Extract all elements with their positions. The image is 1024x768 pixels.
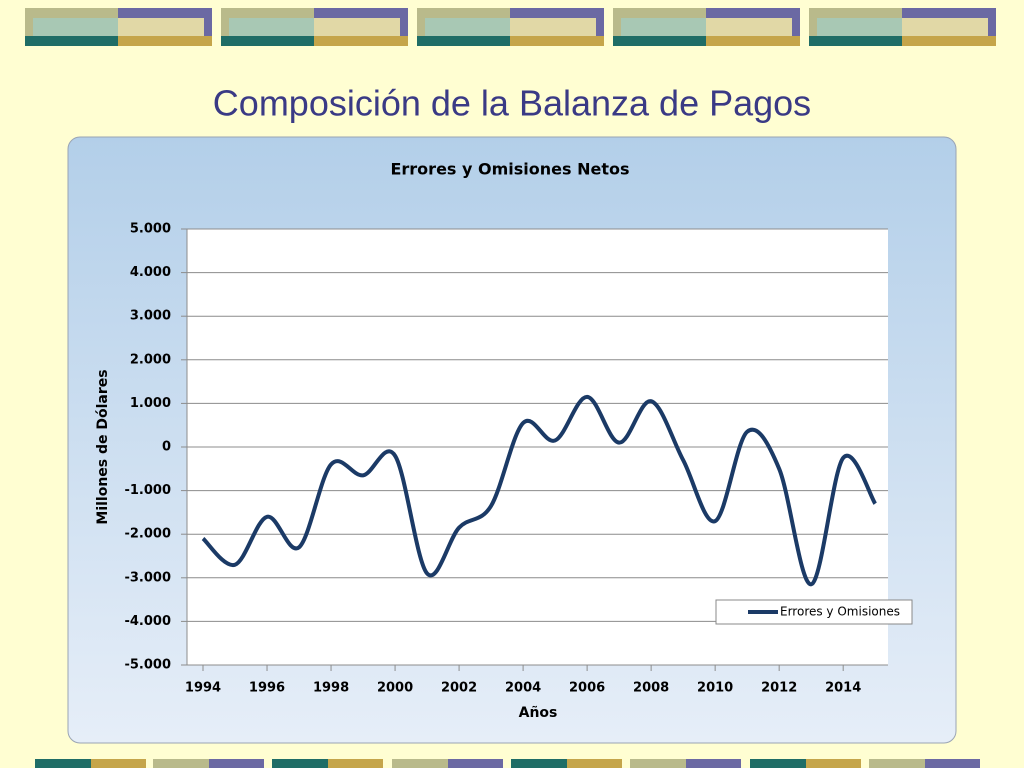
deco-block bbox=[809, 36, 902, 46]
y-axis-label: Millones de Dólares bbox=[95, 369, 111, 524]
y-tick-label: 5.000 bbox=[130, 222, 171, 237]
x-tick-label: 2000 bbox=[377, 681, 413, 696]
x-tick-label: 2004 bbox=[505, 681, 541, 696]
plot bbox=[201, 394, 877, 587]
deco-block bbox=[392, 759, 448, 768]
legend-label: Errores y Omisiones bbox=[780, 605, 900, 619]
deco-block bbox=[510, 36, 604, 46]
x-tick-label: 2014 bbox=[825, 681, 861, 696]
deco-block bbox=[314, 18, 400, 36]
deco-block bbox=[902, 18, 988, 36]
x-axis-label: Años bbox=[519, 705, 558, 721]
deco-block bbox=[510, 18, 596, 36]
deco-block bbox=[221, 36, 314, 46]
y-tick-label: 4.000 bbox=[130, 265, 171, 280]
deco-block bbox=[91, 759, 146, 768]
slide-title: Composición de la Balanza de Pagos bbox=[213, 83, 811, 124]
y-tick-label: -3.000 bbox=[124, 570, 171, 585]
y-tick-label: -4.000 bbox=[124, 614, 171, 629]
deco-block bbox=[706, 36, 800, 46]
y-tick-label: 0 bbox=[162, 440, 171, 455]
deco-block bbox=[328, 759, 383, 768]
x-tick-label: 1994 bbox=[185, 681, 221, 696]
deco-block bbox=[209, 759, 264, 768]
deco-block bbox=[35, 759, 91, 768]
deco-block bbox=[817, 18, 902, 36]
deco-block bbox=[118, 18, 204, 36]
x-tick-label: 2006 bbox=[569, 681, 605, 696]
deco-block bbox=[686, 759, 741, 768]
deco-block bbox=[902, 36, 996, 46]
deco-block bbox=[25, 36, 118, 46]
deco-block bbox=[630, 759, 686, 768]
grid: -5.000 -4.000 -3.000 -2.000 -1.000 0 1.000 2.00… bbox=[124, 222, 888, 696]
y-tick-label: -5.000 bbox=[124, 658, 171, 673]
deco-block bbox=[33, 18, 118, 36]
x-tick-label: 2012 bbox=[761, 681, 797, 696]
deco-block bbox=[806, 759, 861, 768]
decoration bbox=[25, 8, 996, 768]
deco-block bbox=[869, 759, 925, 768]
deco-block bbox=[925, 759, 980, 768]
deco-block bbox=[750, 759, 806, 768]
deco-block bbox=[153, 759, 209, 768]
y-tick-label: -2.000 bbox=[124, 527, 171, 542]
deco-block bbox=[118, 36, 212, 46]
y-tick-label: 1.000 bbox=[130, 396, 171, 411]
y-tick-label: 3.000 bbox=[130, 309, 171, 324]
x-tick-label: 2010 bbox=[697, 681, 733, 696]
deco-block bbox=[229, 18, 314, 36]
deco-block bbox=[511, 759, 567, 768]
deco-block bbox=[706, 18, 792, 36]
y-tick-label: 2.000 bbox=[130, 352, 171, 367]
deco-block bbox=[613, 36, 706, 46]
x-tick-label: 2008 bbox=[633, 681, 669, 696]
deco-block bbox=[448, 759, 503, 768]
deco-block bbox=[417, 36, 510, 46]
x-tick-label: 1998 bbox=[313, 681, 349, 696]
y-tick-label: -1.000 bbox=[124, 483, 171, 498]
x-tick-label: 2002 bbox=[441, 681, 477, 696]
series-line bbox=[201, 394, 877, 587]
chart-title: Errores y Omisiones Netos bbox=[390, 160, 629, 179]
x-tick-label: 1996 bbox=[249, 681, 285, 696]
deco-block bbox=[272, 759, 328, 768]
deco-block bbox=[567, 759, 622, 768]
deco-block bbox=[425, 18, 510, 36]
deco-block bbox=[621, 18, 706, 36]
deco-block bbox=[314, 36, 408, 46]
